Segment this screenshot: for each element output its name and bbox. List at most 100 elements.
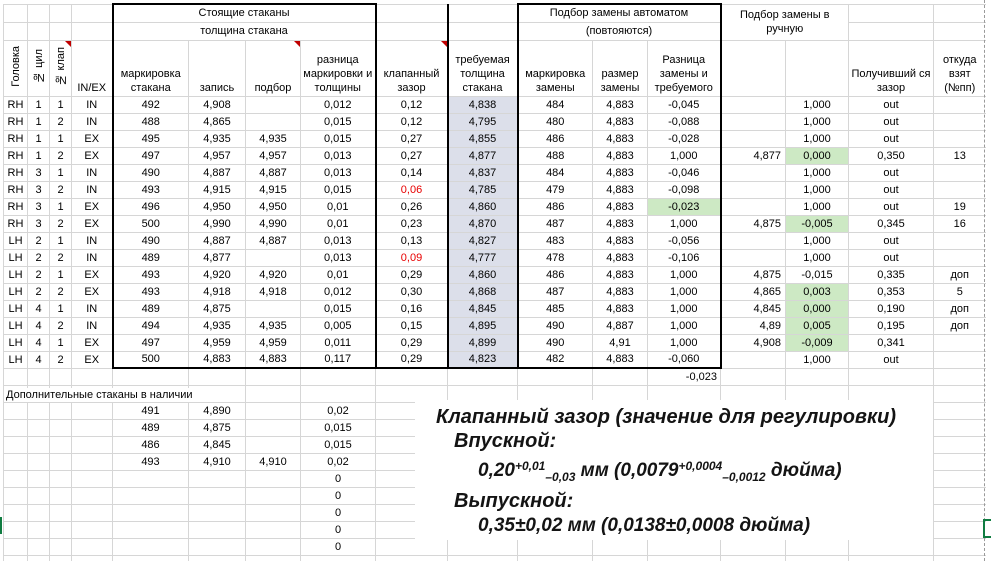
cell-empty[interactable]	[49, 504, 72, 522]
cell-empty[interactable]	[27, 453, 50, 471]
cell-cyl-no[interactable]: 3	[27, 164, 50, 182]
cell-in-ex[interactable]: IN	[71, 96, 113, 114]
header-valve-no[interactable]: № клап	[49, 40, 72, 97]
cell-empty[interactable]	[71, 453, 113, 471]
cell-empty[interactable]	[245, 555, 301, 561]
cell-auto-diff-total[interactable]: -0,023	[647, 368, 721, 386]
cell-replacement-marking[interactable]: 490	[516, 317, 593, 335]
cell-empty[interactable]	[71, 402, 113, 420]
cell-empty[interactable]	[49, 453, 72, 471]
cell-empty[interactable]	[933, 470, 986, 488]
cell-empty[interactable]	[446, 4, 518, 23]
cell-replacement-size[interactable]: 4,883	[592, 215, 648, 233]
cell-cup-marking[interactable]: 495	[111, 130, 189, 148]
cell-manual-size[interactable]: 4,845	[719, 300, 786, 318]
cell-source[interactable]: 16	[933, 215, 986, 233]
cell-empty[interactable]	[188, 487, 246, 505]
cell-source[interactable]	[933, 249, 986, 267]
header-selection[interactable]: подбор	[245, 40, 301, 97]
cell-empty[interactable]	[848, 555, 934, 561]
cell-in-ex[interactable]: IN	[71, 232, 113, 250]
cell-record[interactable]: 4,883	[188, 351, 246, 369]
cell-resulting-gap[interactable]: out	[848, 249, 934, 267]
manual-replacement-title[interactable]: Подбор замены в ручную	[719, 4, 849, 41]
cell-cyl-no[interactable]: 2	[27, 249, 50, 267]
cell-selection[interactable]	[245, 113, 301, 131]
cell-empty[interactable]	[3, 487, 28, 505]
cell-empty[interactable]	[49, 4, 72, 23]
cell-empty[interactable]	[49, 402, 72, 420]
cell-empty[interactable]	[71, 436, 113, 454]
cell-resulting-gap[interactable]: out	[848, 181, 934, 199]
cell-required-thickness[interactable]: 4,845	[446, 300, 518, 318]
cell-empty[interactable]	[49, 22, 72, 41]
cell-empty[interactable]	[71, 368, 113, 386]
cell-replacement-marking[interactable]: 487	[516, 283, 593, 301]
cell-source[interactable]: 5	[933, 283, 986, 301]
cell-record[interactable]: 4,950	[188, 198, 246, 216]
cell-required-thickness[interactable]: 4,860	[446, 198, 518, 216]
cell-replacement-marking[interactable]: 486	[516, 198, 593, 216]
cell-record[interactable]: 4,887	[188, 164, 246, 182]
cell-manual-size[interactable]	[719, 96, 786, 114]
cell-empty[interactable]	[592, 555, 648, 561]
cell-empty[interactable]	[245, 487, 301, 505]
cell-empty[interactable]	[848, 368, 934, 386]
cell-empty[interactable]	[517, 538, 593, 556]
cell-empty[interactable]	[647, 555, 721, 561]
cell-empty[interactable]	[27, 487, 50, 505]
cell-valve-gap[interactable]: 0,23	[374, 215, 448, 233]
cell-empty[interactable]	[720, 538, 786, 556]
cell-manual-diff[interactable]: 0,000	[785, 300, 849, 318]
cell-empty[interactable]	[933, 4, 986, 23]
cell-extra-zero[interactable]: 0	[300, 538, 376, 556]
cell-replacement-diff[interactable]: -0,046	[647, 164, 721, 182]
cell-record[interactable]: 4,918	[188, 283, 246, 301]
cell-selection[interactable]	[245, 249, 301, 267]
cell-marking-thickness-diff[interactable]: 0,01	[300, 266, 376, 284]
cell-cyl-no[interactable]: 2	[27, 283, 50, 301]
cell-cyl-no[interactable]: 1	[27, 96, 50, 114]
cell-empty[interactable]	[112, 368, 189, 386]
cell-extra-selection[interactable]	[245, 419, 301, 437]
cell-manual-size[interactable]	[719, 113, 786, 131]
cell-manual-size[interactable]	[719, 130, 786, 148]
cell-record[interactable]: 4,959	[188, 334, 246, 352]
cell-cup-marking[interactable]: 489	[111, 300, 189, 318]
cell-manual-size[interactable]: 4,89	[719, 317, 786, 335]
cell-selection[interactable]: 4,883	[245, 351, 301, 369]
cell-selection[interactable]	[245, 300, 301, 318]
cell-head[interactable]: LH	[3, 249, 28, 267]
cell-empty[interactable]	[3, 436, 28, 454]
cup-thickness-title[interactable]: толщина стакана	[111, 22, 377, 41]
cell-required-thickness[interactable]: 4,870	[446, 215, 518, 233]
cell-source[interactable]	[933, 232, 986, 250]
cell-replacement-size[interactable]: 4,883	[592, 181, 648, 199]
cell-replacement-size[interactable]: 4,883	[592, 300, 648, 318]
cell-head[interactable]: RH	[3, 164, 28, 182]
cell-empty[interactable]	[71, 4, 113, 23]
cell-record[interactable]: 4,877	[188, 249, 246, 267]
cell-resulting-gap[interactable]: out	[848, 96, 934, 114]
cell-valve-gap[interactable]: 0,26	[374, 198, 448, 216]
cell-empty[interactable]	[27, 504, 50, 522]
cell-manual-diff[interactable]: 1,000	[785, 249, 849, 267]
cell-resulting-gap[interactable]: out	[848, 164, 934, 182]
cell-empty[interactable]	[933, 402, 986, 420]
cell-empty[interactable]	[720, 368, 786, 386]
cell-valve-no[interactable]: 2	[49, 249, 72, 267]
cell-in-ex[interactable]: IN	[71, 317, 113, 335]
cell-replacement-marking[interactable]: 478	[516, 249, 593, 267]
cell-replacement-diff[interactable]: -0,098	[647, 181, 721, 199]
cell-empty[interactable]	[188, 555, 246, 561]
cell-record[interactable]: 4,908	[188, 96, 246, 114]
cell-empty[interactable]	[27, 419, 50, 437]
cell-empty[interactable]	[375, 385, 448, 403]
cell-selection[interactable]: 4,915	[245, 181, 301, 199]
cell-cyl-no[interactable]: 2	[27, 232, 50, 250]
cell-cup-marking[interactable]: 489	[111, 249, 189, 267]
cell-empty[interactable]	[245, 368, 301, 386]
cell-replacement-size[interactable]: 4,883	[592, 96, 648, 114]
cell-head[interactable]: LH	[3, 317, 28, 335]
cell-replacement-size[interactable]: 4,91	[592, 334, 648, 352]
